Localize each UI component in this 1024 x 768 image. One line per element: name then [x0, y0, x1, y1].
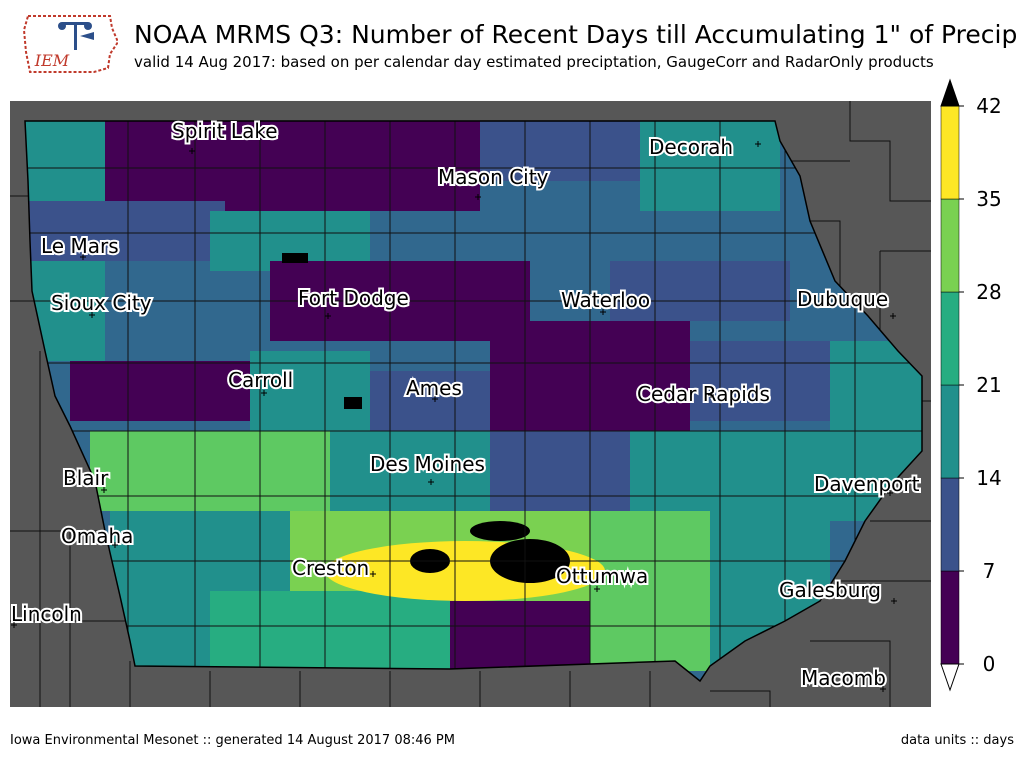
- iowa-county-lines: [25, 121, 922, 681]
- colorbar-segment: [940, 291, 960, 386]
- city-label: Cedar Rapids: [637, 382, 770, 406]
- city-label: Ames: [406, 376, 462, 400]
- city-label: Galesburg: [779, 578, 881, 602]
- city-label: Lincoln: [11, 602, 82, 626]
- iowa-outline-icon: [22, 15, 118, 73]
- city-label: Davenport: [814, 472, 920, 496]
- city-label: Sioux City: [51, 291, 152, 315]
- colorbar-segment: [940, 198, 960, 293]
- zone-north-purple: [100, 121, 480, 211]
- colorbar-tick-label: 14: [976, 466, 1001, 490]
- colorbar-tick-label: 0: [983, 652, 996, 676]
- weather-instrument-icon: [58, 22, 94, 50]
- city-label: Ottumwa: [556, 564, 648, 588]
- city-label: Fort Dodge: [298, 286, 409, 310]
- city-label: Dubuque: [797, 287, 888, 311]
- city-label: Carroll: [228, 368, 293, 392]
- iowa-border: [24, 120, 923, 683]
- colorbar: 0 7 14 21 28 35 42: [940, 78, 1002, 692]
- city-label: Omaha: [61, 524, 133, 548]
- colorbar-over-arrow: [940, 78, 960, 107]
- city-label: Spirit Lake: [172, 119, 278, 143]
- city-label: Blair: [63, 466, 109, 490]
- colorbar-tick-label: 28: [976, 280, 1001, 304]
- city-label: Macomb: [801, 666, 886, 690]
- colorbar-tick-label: 42: [976, 94, 1001, 118]
- map-title: NOAA MRMS Q3: Number of Recent Days till…: [134, 20, 1018, 49]
- city-label: Des Moines: [370, 452, 485, 476]
- colorbar-tick-label: 7: [983, 559, 996, 583]
- city-label: Waterloo: [561, 288, 650, 312]
- colorbar-under-arrow: [940, 663, 960, 692]
- colorbar-tick-label: 21: [976, 373, 1001, 397]
- city-label: Mason City: [438, 165, 549, 189]
- iem-logo: IEM: [22, 15, 118, 73]
- city-label: Le Mars: [41, 234, 119, 258]
- colorbar-tick-label: 35: [976, 187, 1001, 211]
- colorbar-segment: [940, 105, 960, 200]
- precip-map: Spirit Lake Decorah Mason City Le Mars S…: [10, 101, 931, 707]
- colorbar-ticks: 0 7 14 21 28 35 42: [959, 94, 1002, 676]
- footer-units: data units :: days: [900, 733, 1014, 748]
- footer-generated: Iowa Environmental Mesonet :: generated …: [10, 733, 455, 748]
- city-label: Creston: [292, 556, 369, 580]
- map-subtitle: valid 14 Aug 2017: based on per calendar…: [134, 53, 934, 71]
- city-markers: [11, 141, 897, 692]
- zone-west-green: [90, 431, 330, 511]
- colorbar-segment: [940, 384, 960, 479]
- colorbar-segment: [940, 570, 960, 665]
- city-label: Decorah: [649, 135, 733, 159]
- colorbar-segment: [940, 477, 960, 572]
- colorbar-segments: [940, 105, 960, 665]
- logo-text: IEM: [34, 51, 70, 70]
